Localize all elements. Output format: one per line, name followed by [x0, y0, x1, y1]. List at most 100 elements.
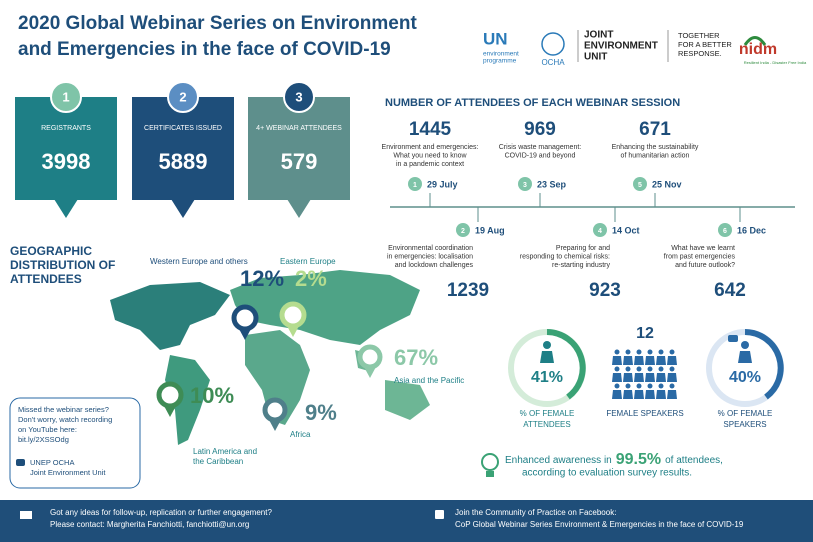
awareness-text: Enhanced awareness in 99.5% of attendees,	[505, 451, 723, 468]
gender-value: 40%	[729, 369, 761, 386]
stat-number: 2	[179, 89, 186, 104]
session-title: Environmental coordination	[388, 245, 473, 252]
missed-box	[9, 397, 141, 489]
session-badge	[456, 223, 470, 237]
speaker-body	[612, 390, 622, 399]
speaker-icons	[612, 349, 677, 399]
speaker-head	[669, 366, 675, 372]
donut-arc	[546, 329, 586, 400]
speaker-body	[645, 390, 655, 399]
sessions-title: NUMBER OF ATTENDEES OF EACH WEBINAR SESS…	[385, 97, 680, 109]
stat-label: CERTIFICATES ISSUED	[144, 125, 222, 132]
logo-nidm-tag: Resilient India - Disaster Free India	[744, 60, 807, 65]
stat-box	[132, 97, 234, 200]
speaker-body	[612, 356, 622, 365]
gender-label: FEMALE SPEAKERS	[606, 409, 683, 418]
stat-number: 3	[295, 89, 302, 104]
region-share: 10%	[190, 383, 234, 408]
session-title: and future outlook?	[675, 262, 735, 269]
region-name: Western Europe and others	[150, 257, 248, 266]
speaker-body	[656, 356, 666, 365]
session-title: in a pandemic context	[396, 161, 464, 168]
logo-jeu: JOINT	[584, 30, 613, 41]
speaker-head	[614, 366, 620, 372]
geo-title: GEOGRAPHIC	[10, 244, 92, 258]
speaker-body	[656, 373, 666, 382]
region-name: Africa	[290, 430, 311, 439]
session-date: 23 Sep	[537, 179, 567, 189]
speaker-body	[623, 356, 633, 365]
stat-value: 579	[281, 149, 318, 174]
session-date: 29 July	[427, 179, 458, 189]
gender-value: 12	[636, 325, 654, 342]
speaker-body	[623, 390, 633, 399]
session-title: from past emergencies	[664, 253, 736, 260]
session-index: 4	[598, 228, 602, 235]
missed-text: on YouTube here:	[18, 425, 77, 434]
awareness-part: 99.5%	[616, 451, 661, 468]
session-attendees: 923	[589, 280, 621, 301]
session-attendees: 1239	[447, 280, 489, 301]
footer-text: Please contact: Margherita Fanchiotti, f…	[50, 520, 249, 529]
facebook-icon	[435, 510, 444, 519]
awareness-text: according to evaluation survey results.	[522, 468, 692, 479]
speaker-body	[634, 390, 644, 399]
title: 2020 Global Webinar Series on Environmen…	[18, 13, 417, 34]
missed-channel: UNEP OCHA	[30, 458, 74, 467]
speaker-head	[647, 366, 653, 372]
missed-text: Missed the webinar series?	[18, 405, 109, 414]
session-title: Enhancing the sustainability	[612, 144, 699, 151]
stat-box	[15, 97, 117, 200]
title: and Emergencies in the face of COVID-19	[18, 39, 391, 60]
missed-text: bit.ly/2XSSOdg	[18, 435, 69, 444]
geo-title: ATTENDEES	[10, 272, 82, 286]
gender-label: % OF FEMALE	[520, 409, 575, 418]
speaker-head	[669, 349, 675, 355]
stat-pointer	[171, 199, 195, 218]
awareness-part: of attendees,	[665, 455, 723, 466]
region-share: 12%	[240, 266, 284, 291]
logo-nidm: nidm	[739, 41, 777, 58]
session-title: Preparing for and	[556, 245, 610, 252]
world-map	[110, 270, 430, 445]
region-name: Latin America and	[193, 447, 257, 456]
donut-arc	[744, 329, 784, 400]
speaker-body	[656, 390, 666, 399]
stat-badge	[50, 81, 82, 113]
stat-value: 5889	[159, 149, 208, 174]
speaker-head	[614, 349, 620, 355]
youtube-icon	[16, 459, 25, 466]
logo-unep: environment	[483, 51, 519, 58]
logo-un: UN	[483, 29, 508, 48]
logo-slogan: RESPONSE.	[678, 49, 722, 58]
footer-text: CoP Global Webinar Series Environment & …	[455, 520, 744, 529]
session-index: 2	[461, 228, 465, 235]
session-title: What you need to know	[393, 152, 467, 159]
stat-number: 1	[62, 89, 69, 104]
session-date: 19 Aug	[475, 225, 505, 235]
speaker-body	[612, 373, 622, 382]
session-title: COVID-19 and beyond	[505, 152, 576, 159]
region-share: 67%	[394, 345, 438, 370]
session-date: 14 Oct	[612, 225, 640, 235]
speaker-head	[658, 349, 664, 355]
missed-channel: Joint Environment Unit	[30, 468, 106, 477]
speaker-head	[647, 349, 653, 355]
session-badge	[593, 223, 607, 237]
logo-jeu: ENVIRONMENT	[584, 41, 658, 52]
session-title: Crisis waste management:	[499, 144, 582, 151]
speaker-body	[667, 390, 677, 399]
session-title: re-starting industry	[552, 262, 610, 269]
session-badge	[518, 177, 532, 191]
region-name: Eastern Europe	[280, 257, 336, 266]
missed-text: Don't worry, watch recording	[18, 415, 112, 424]
gender-value: 41%	[531, 369, 563, 386]
speaker-head	[625, 349, 631, 355]
logo-slogan: FOR A BETTER	[678, 40, 732, 49]
awareness-part: Enhanced awareness in	[505, 455, 612, 466]
session-index: 1	[413, 182, 417, 189]
logos	[541, 30, 767, 62]
session-date: 25 Nov	[652, 179, 682, 189]
session-index: 6	[723, 228, 727, 235]
speaker-body	[623, 373, 633, 382]
